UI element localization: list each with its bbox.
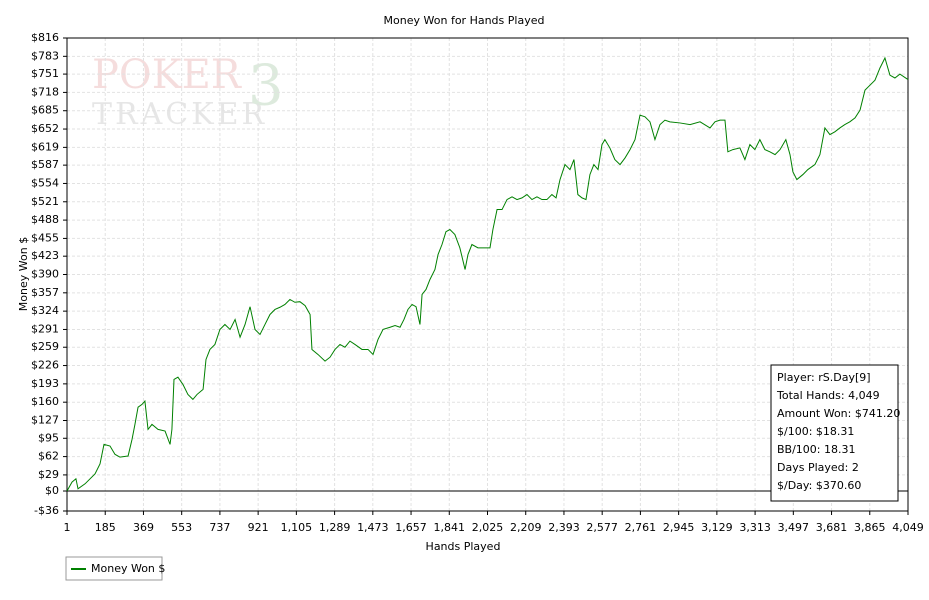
info-box-frame bbox=[770, 364, 899, 502]
x-tick-label: 3,313 bbox=[739, 521, 771, 534]
info-line: $/Day: $370.60 bbox=[777, 479, 861, 492]
legend-label: Money Won $ bbox=[91, 562, 165, 575]
x-tick-label: 3,497 bbox=[778, 521, 810, 534]
info-line: Total Hands: 4,049 bbox=[776, 389, 880, 402]
info-line: Amount Won: $741.20 bbox=[777, 407, 900, 420]
y-tick-label: $783 bbox=[31, 49, 59, 62]
y-tick-label: $455 bbox=[31, 231, 59, 244]
x-tick-label: 1,841 bbox=[434, 521, 466, 534]
x-tick-label: 1,657 bbox=[395, 521, 427, 534]
x-tick-label: 553 bbox=[171, 521, 192, 534]
x-tick-label: 3,865 bbox=[854, 521, 886, 534]
info-line: BB/100: 18.31 bbox=[777, 443, 856, 456]
x-tick-label: 1,473 bbox=[357, 521, 389, 534]
x-tick-label: 921 bbox=[248, 521, 269, 534]
watermark-text: POKER bbox=[92, 52, 243, 98]
watermark-text: 3 bbox=[248, 54, 284, 119]
y-tick-label: $324 bbox=[31, 304, 59, 317]
y-tick-label: $95 bbox=[38, 431, 59, 444]
y-tick-label: $488 bbox=[31, 213, 59, 226]
y-tick-label: $193 bbox=[31, 377, 59, 390]
y-tick-label: $521 bbox=[31, 195, 59, 208]
y-tick-label: $357 bbox=[31, 286, 59, 299]
y-tick-label: $587 bbox=[31, 158, 59, 171]
info-box: Player: rS.Day[9] Total Hands: 4,049 Amoun… bbox=[770, 364, 900, 502]
x-tick-label: 4,049 bbox=[892, 521, 924, 534]
x-tick-label: 1 bbox=[64, 521, 71, 534]
x-tick-label: 2,209 bbox=[510, 521, 542, 534]
x-tick-label: 2,025 bbox=[472, 521, 504, 534]
x-tick-label: 369 bbox=[133, 521, 154, 534]
y-tick-label: $127 bbox=[31, 414, 59, 427]
y-tick-label: $160 bbox=[31, 395, 59, 408]
chart-title: Money Won for Hands Played bbox=[384, 14, 545, 27]
x-tick-label: 2,577 bbox=[586, 521, 618, 534]
x-tick-label: 3,129 bbox=[701, 521, 733, 534]
x-tick-label: 2,393 bbox=[548, 521, 580, 534]
watermark-text: TRACKER bbox=[92, 97, 267, 132]
x-tick-label: 1,105 bbox=[281, 521, 313, 534]
y-tick-label: -$36 bbox=[34, 504, 59, 517]
data-line bbox=[66, 56, 909, 492]
y-tick-label: $29 bbox=[38, 468, 59, 481]
y-tick-label: $291 bbox=[31, 322, 59, 335]
y-tick-label: $390 bbox=[31, 268, 59, 281]
y-tick-label: $718 bbox=[31, 85, 59, 98]
x-tick-label: 1,289 bbox=[319, 521, 351, 534]
plot-frame bbox=[66, 37, 909, 512]
y-tick-label: $226 bbox=[31, 359, 59, 372]
y-axis-label: Money Won $ bbox=[17, 237, 30, 311]
x-tick-label: 2,945 bbox=[663, 521, 695, 534]
y-tick-label: $619 bbox=[31, 140, 59, 153]
x-tick-label: 185 bbox=[95, 521, 116, 534]
y-tick-label: $423 bbox=[31, 249, 59, 262]
y-tick-label: $554 bbox=[31, 176, 59, 189]
info-line: Days Played: 2 bbox=[777, 461, 859, 474]
legend: Money Won $ bbox=[65, 556, 165, 581]
x-tick-label: 2,761 bbox=[625, 521, 657, 534]
x-tick-label: 3,681 bbox=[816, 521, 848, 534]
legend-frame bbox=[65, 556, 163, 581]
x-axis-label: Hands Played bbox=[426, 540, 501, 553]
y-tick-label: $751 bbox=[31, 67, 59, 80]
y-tick-label: $259 bbox=[31, 340, 59, 353]
x-tick-label: 737 bbox=[209, 521, 230, 534]
y-tick-label: $816 bbox=[31, 31, 59, 44]
info-line: Player: rS.Day[9] bbox=[777, 371, 871, 384]
y-tick-label: $0 bbox=[45, 484, 59, 497]
info-line: $/100: $18.31 bbox=[777, 425, 854, 438]
watermark: POKER TRACKER 3 bbox=[92, 52, 284, 132]
y-tick-label: $685 bbox=[31, 104, 59, 117]
y-tick-label: $652 bbox=[31, 122, 59, 135]
y-tick-label: $62 bbox=[38, 450, 59, 463]
